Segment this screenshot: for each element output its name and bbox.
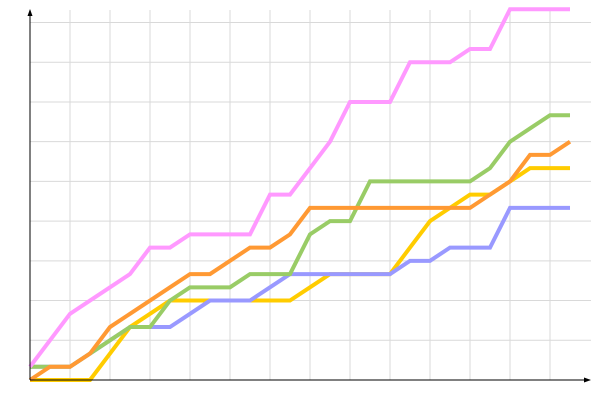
x-axis-arrow-icon: [584, 377, 591, 383]
series-line-1: [30, 166, 570, 382]
series-lines: [28, 7, 572, 382]
series-line-5: [28, 7, 570, 368]
series-line-3: [30, 113, 570, 369]
axes: [27, 9, 591, 383]
series-line-4: [28, 140, 572, 382]
y-axis-arrow-icon: [27, 9, 33, 16]
grid: [30, 10, 591, 380]
